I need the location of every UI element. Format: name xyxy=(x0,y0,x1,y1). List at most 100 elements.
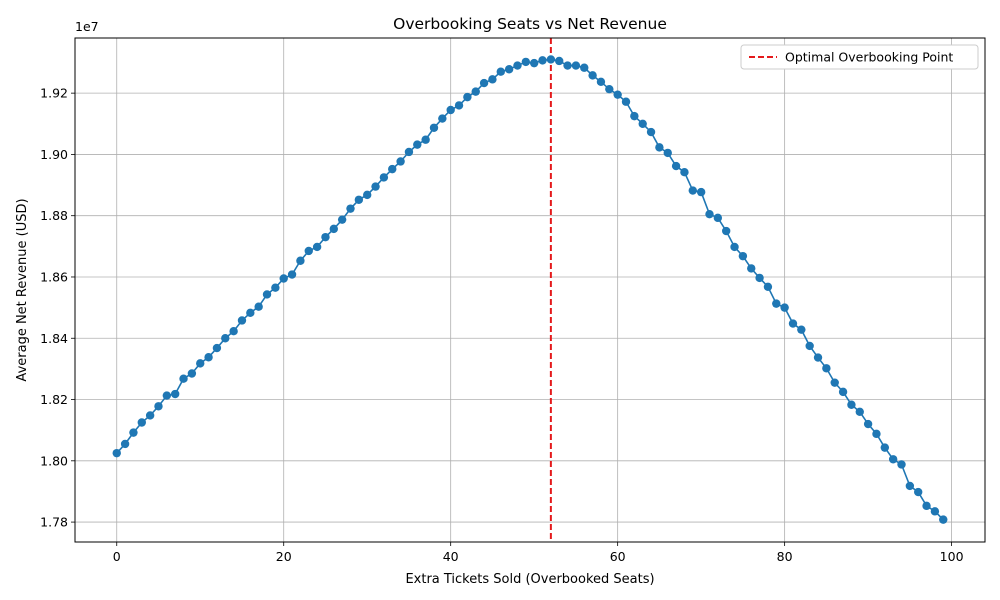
data-point xyxy=(479,78,489,88)
data-point xyxy=(496,67,505,76)
data-point xyxy=(521,57,531,67)
y-tick-label: 1.90 xyxy=(40,147,68,162)
data-point xyxy=(137,418,146,427)
data-point xyxy=(304,246,313,256)
legend-box xyxy=(740,44,979,70)
data-point xyxy=(863,419,873,429)
data-point xyxy=(154,402,163,411)
data-point xyxy=(822,364,831,373)
y-tick-label: 1.78 xyxy=(40,515,68,530)
data-point xyxy=(513,61,522,70)
data-point xyxy=(830,378,839,387)
legend-label: Optimal Overbooking Point xyxy=(785,50,953,65)
data-point xyxy=(872,429,881,439)
chart-title: Overbooking Seats vs Net Revenue xyxy=(393,15,667,33)
data-point xyxy=(463,92,472,102)
data-point xyxy=(404,147,414,157)
data-point xyxy=(755,273,764,283)
x-ticks: 0 20 40 60 80 100 xyxy=(113,542,964,564)
data-point xyxy=(296,256,305,265)
data-point xyxy=(880,443,890,452)
data-point xyxy=(763,282,773,291)
data-point xyxy=(204,353,213,362)
data-point xyxy=(413,140,422,149)
data-point xyxy=(179,374,188,383)
data-point xyxy=(855,407,864,416)
data-point xyxy=(905,481,915,491)
y-tick-label: 1.84 xyxy=(40,331,68,346)
revenue-line xyxy=(116,58,944,521)
data-point xyxy=(797,325,806,334)
data-point xyxy=(613,90,622,99)
x-tick-label: 20 xyxy=(276,549,292,564)
data-point xyxy=(663,148,672,158)
data-point xyxy=(196,359,205,368)
data-point xyxy=(112,448,121,458)
data-point xyxy=(229,327,238,336)
x-tick-label: 100 xyxy=(940,549,964,564)
data-point xyxy=(221,334,230,343)
data-point xyxy=(388,164,397,174)
data-point xyxy=(321,232,330,242)
data-point xyxy=(680,167,689,177)
data-point xyxy=(621,97,631,106)
y-tick-label: 1.82 xyxy=(40,392,68,407)
data-point xyxy=(187,369,197,378)
data-point xyxy=(363,190,372,200)
data-point xyxy=(696,187,706,197)
data-point xyxy=(671,161,681,171)
data-point xyxy=(471,87,480,96)
data-point xyxy=(287,270,297,279)
data-point xyxy=(688,186,697,195)
data-point xyxy=(922,501,931,511)
data-point xyxy=(655,143,664,152)
data-point xyxy=(446,105,455,115)
data-point xyxy=(346,204,355,213)
x-tick-label: 60 xyxy=(610,549,626,564)
data-point xyxy=(129,428,138,437)
data-point xyxy=(354,195,364,204)
data-point xyxy=(788,319,798,328)
data-point xyxy=(847,400,856,409)
data-point xyxy=(312,242,322,252)
data-point xyxy=(170,389,180,399)
data-point xyxy=(721,226,731,236)
data-point xyxy=(630,111,639,121)
data-point xyxy=(605,84,614,94)
data-point xyxy=(254,302,263,311)
data-point xyxy=(897,460,906,469)
data-point xyxy=(396,157,405,166)
x-axis-title: Extra Tickets Sold (Overbooked Seats) xyxy=(405,572,654,587)
data-point xyxy=(580,63,589,72)
data-point xyxy=(379,173,389,182)
data-point xyxy=(429,123,439,132)
y-axis-title: Average Net Revenue (USD) xyxy=(15,198,30,381)
data-point xyxy=(772,299,781,308)
data-point xyxy=(438,114,447,123)
data-point xyxy=(813,353,823,362)
data-point xyxy=(546,55,556,64)
data-point xyxy=(504,65,514,74)
data-point xyxy=(930,507,940,516)
x-tick-label: 0 xyxy=(113,549,121,564)
data-point xyxy=(914,487,923,497)
data-point xyxy=(120,439,130,449)
data-point xyxy=(730,242,739,252)
y-tick-label: 1.86 xyxy=(40,269,68,284)
data-point xyxy=(337,215,347,224)
data-point xyxy=(888,455,898,464)
y-tick-label: 1.88 xyxy=(40,208,68,223)
data-point xyxy=(713,213,723,223)
data-point xyxy=(371,182,380,191)
data-point xyxy=(805,341,814,351)
grid xyxy=(75,38,985,542)
y-tick-label: 1.80 xyxy=(40,453,68,468)
data-point xyxy=(271,283,280,292)
data-point xyxy=(939,515,948,524)
data-point xyxy=(262,290,272,299)
data-point xyxy=(538,56,547,65)
data-point xyxy=(454,101,464,110)
data-point xyxy=(596,77,606,87)
data-point xyxy=(646,127,656,137)
